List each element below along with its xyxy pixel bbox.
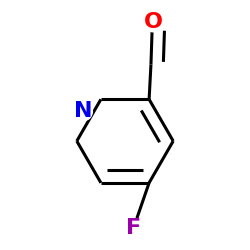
Circle shape [124, 218, 143, 237]
Circle shape [74, 102, 92, 121]
Circle shape [144, 13, 163, 32]
Text: O: O [144, 12, 163, 32]
Text: F: F [126, 218, 141, 238]
Text: N: N [74, 102, 92, 121]
